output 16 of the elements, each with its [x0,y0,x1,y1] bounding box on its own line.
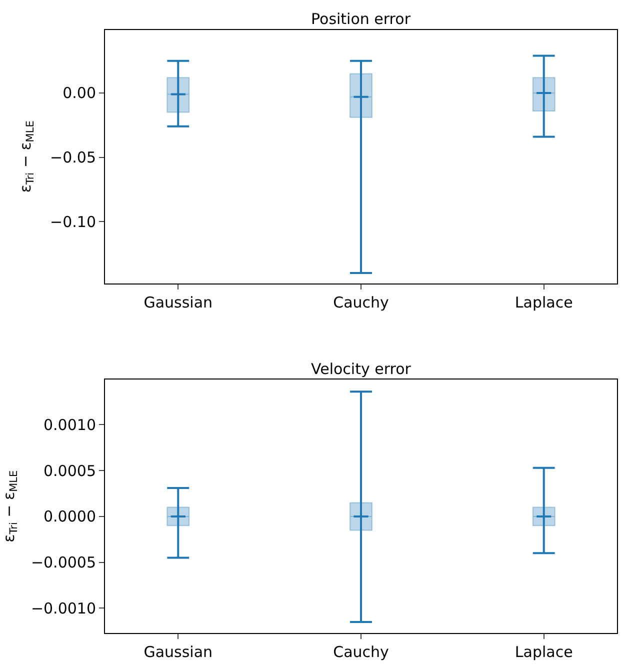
y-tick-label: 0.0000 [44,508,96,526]
x-tick-label: Laplace [514,293,573,312]
y-tick-label: 0.0005 [44,462,96,480]
y-tick-label: −0.0005 [30,554,96,572]
y-tick-label: 0.00 [62,84,96,102]
y-tick-label: −0.05 [50,148,96,167]
x-tick-label: Gaussian [144,643,213,661]
y-tick-label: 0.0010 [44,416,96,434]
x-tick-label: Laplace [514,643,573,661]
x-tick-label: Cauchy [333,643,390,661]
x-tick-label: Cauchy [333,293,390,312]
y-tick-label: −0.10 [50,212,96,231]
chart-title: Position error [311,10,412,28]
chart-title: Velocity error [311,360,412,378]
x-tick-label: Gaussian [144,293,213,312]
y-tick-label: −0.0010 [30,599,96,618]
